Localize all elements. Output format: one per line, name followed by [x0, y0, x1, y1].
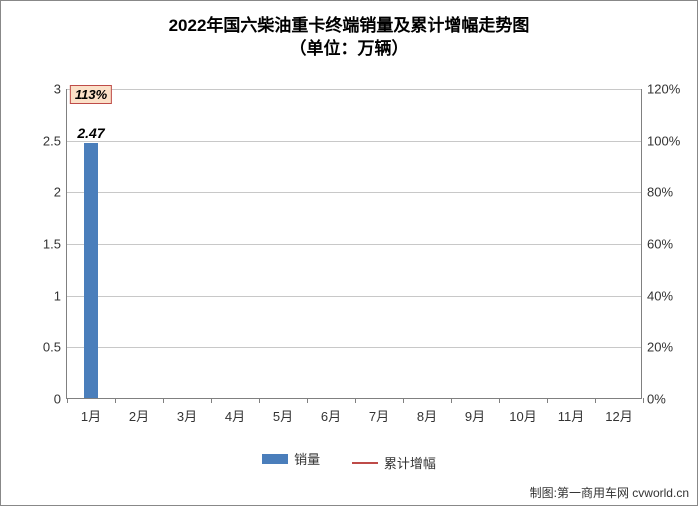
x-tick-label: 10月 [509, 406, 536, 425]
legend-label-bar: 销量 [294, 449, 320, 468]
chart-container: 2022年国六柴油重卡终端销量及累计增幅走势图 （单位：万辆） 00%0.520… [0, 0, 698, 506]
y-right-tick-label: 80% [647, 185, 673, 200]
y-left-tick-label: 1.5 [43, 237, 61, 252]
y-right-tick-label: 120% [647, 82, 680, 97]
y-right-tick-label: 60% [647, 237, 673, 252]
bar [84, 143, 98, 398]
y-right-tick-label: 20% [647, 340, 673, 355]
bar-value-label: 2.47 [77, 125, 104, 141]
x-tick-label: 2月 [129, 406, 149, 425]
x-tick-label: 7月 [369, 406, 389, 425]
x-tick [547, 398, 548, 403]
y-right-tick-label: 40% [647, 288, 673, 303]
x-tick [355, 398, 356, 403]
gridline [67, 244, 641, 245]
title-line-2: （单位：万辆） [1, 38, 697, 61]
chart-title: 2022年国六柴油重卡终端销量及累计增幅走势图 （单位：万辆） [1, 1, 697, 61]
gridline [67, 89, 641, 90]
x-tick-label: 4月 [225, 406, 245, 425]
gridline [67, 192, 641, 193]
x-tick [643, 398, 644, 403]
growth-pct-label: 113% [70, 85, 112, 104]
y-left-tick-label: 3 [54, 82, 61, 97]
legend-item-bar: 销量 [262, 449, 320, 468]
x-tick-label: 1月 [81, 406, 101, 425]
legend-swatch-line [352, 462, 378, 464]
x-tick-label: 6月 [321, 406, 341, 425]
y-right-tick-label: 0% [647, 392, 666, 407]
x-tick [595, 398, 596, 403]
x-tick [451, 398, 452, 403]
x-tick-label: 9月 [465, 406, 485, 425]
x-tick-label: 8月 [417, 406, 437, 425]
legend: 销量 累计增幅 [1, 449, 697, 472]
y-left-tick-label: 2 [54, 185, 61, 200]
x-tick [67, 398, 68, 403]
legend-item-line: 累计增幅 [352, 453, 436, 472]
x-tick [499, 398, 500, 403]
y-left-tick-label: 0.5 [43, 340, 61, 355]
gridline [67, 347, 641, 348]
y-right-tick-label: 100% [647, 133, 680, 148]
y-left-tick-label: 0 [54, 392, 61, 407]
x-tick-label: 5月 [273, 406, 293, 425]
x-tick-label: 3月 [177, 406, 197, 425]
x-tick [163, 398, 164, 403]
plot-inner: 00%0.520%140%1.560%280%2.5100%3120%1月2.4… [66, 89, 642, 399]
x-tick [211, 398, 212, 403]
gridline [67, 141, 641, 142]
x-tick [259, 398, 260, 403]
y-left-tick-label: 1 [54, 288, 61, 303]
gridline [67, 296, 641, 297]
y-left-tick-label: 2.5 [43, 133, 61, 148]
x-tick [307, 398, 308, 403]
legend-label-line: 累计增幅 [384, 453, 436, 472]
x-tick-label: 12月 [605, 406, 632, 425]
legend-swatch-bar [262, 454, 288, 464]
title-line-1: 2022年国六柴油重卡终端销量及累计增幅走势图 [1, 15, 697, 38]
x-tick [403, 398, 404, 403]
x-tick-label: 11月 [558, 406, 585, 425]
x-tick [115, 398, 116, 403]
credit-text: 制图:第一商用车网 cvworld.cn [530, 484, 689, 501]
plot-area: 00%0.520%140%1.560%280%2.5100%3120%1月2.4… [66, 89, 642, 399]
